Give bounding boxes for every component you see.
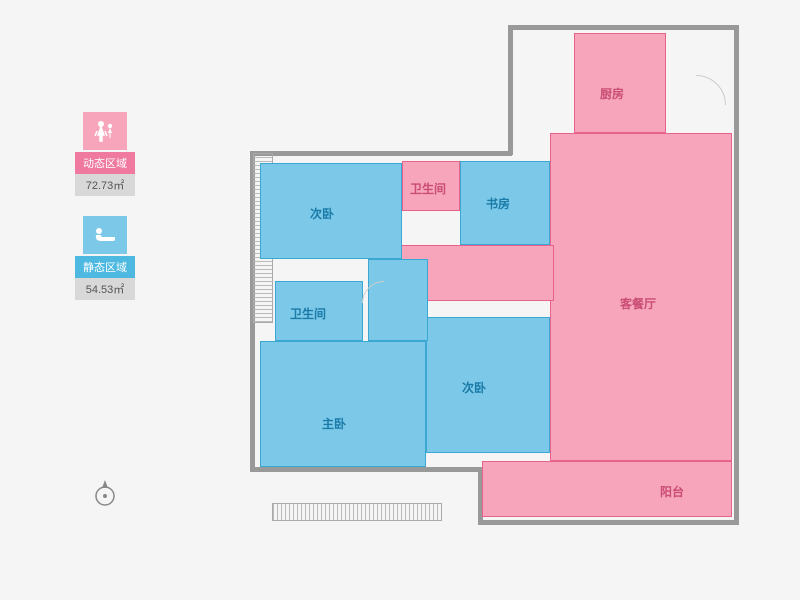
door-arc [666,75,726,135]
wall [734,25,739,525]
room-label-bath1: 卫生间 [410,180,446,197]
room-master [260,341,426,467]
room-label-master: 主卧 [322,415,346,432]
room-kitchen [574,33,666,133]
wall [250,151,512,156]
legend-panel: 动态区域 72.73㎡ 静态区域 54.53㎡ [75,112,135,320]
legend-static: 静态区域 54.53㎡ [75,216,135,300]
legend-dynamic-value: 72.73㎡ [75,174,135,196]
relax-icon [83,216,127,254]
wall [250,467,482,472]
floorplan: 厨房卫生间客餐厅阳台次卧书房卫生间主卧次卧 [250,25,750,580]
compass-icon [90,478,120,508]
room-balcony [482,461,732,517]
wall [508,25,738,30]
wall [478,520,738,525]
legend-dynamic: 动态区域 72.73㎡ [75,112,135,196]
room-bed2b [426,317,550,453]
room-label-kitchen: 厨房 [600,85,624,102]
room-label-study: 书房 [486,195,510,212]
room-label-bath2: 卫生间 [290,305,326,322]
legend-dynamic-label: 动态区域 [75,152,135,174]
balcony-rail [272,503,442,521]
room-label-bed2a: 次卧 [310,205,334,222]
wall [508,25,513,155]
room-label-living: 客餐厅 [620,295,656,312]
people-icon [83,112,127,150]
room-label-bed2b: 次卧 [462,379,486,396]
room-label-balcony: 阳台 [660,483,684,500]
legend-static-label: 静态区域 [75,256,135,278]
legend-static-value: 54.53㎡ [75,278,135,300]
